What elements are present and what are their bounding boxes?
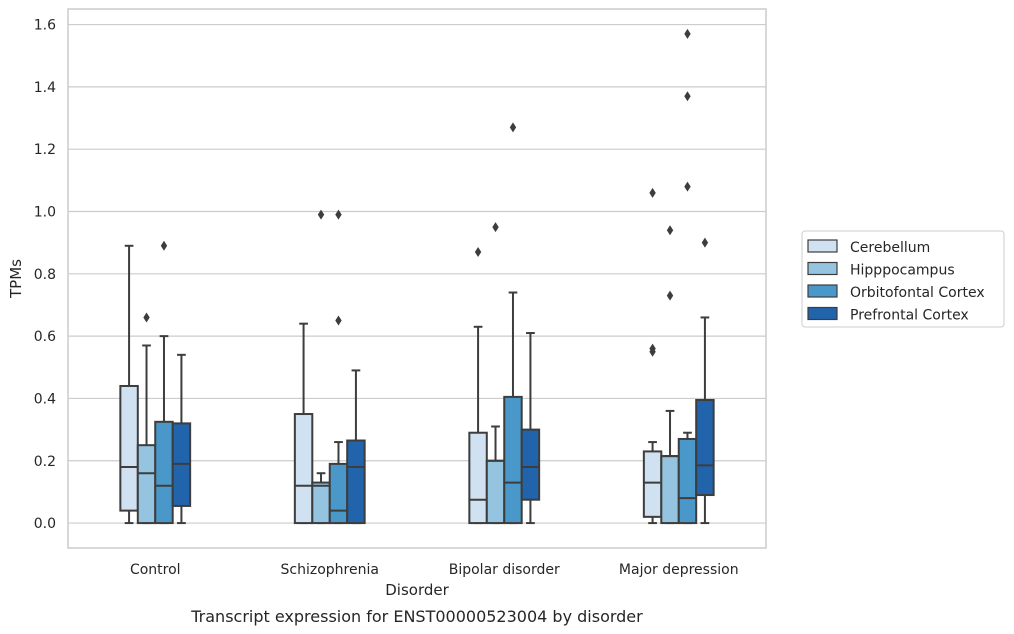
outlier-point <box>160 240 168 251</box>
legend-label: Orbitofontal Cortex <box>850 285 985 301</box>
box-orbitofontal-cortex <box>328 209 349 525</box>
box-iqr <box>346 439 366 525</box>
box-cerebellum <box>642 187 663 525</box>
x-tick-label: Control <box>130 562 181 578</box>
box-orbitofontal-cortex <box>503 122 523 525</box>
outlier-point <box>701 237 709 248</box>
legend-swatch <box>807 284 838 298</box>
box-prefrontal-cortex <box>520 332 541 525</box>
y-tick-label: 0.8 <box>34 267 56 283</box>
box-iqr <box>677 437 698 525</box>
legend-swatch <box>807 306 838 321</box>
outlier-point <box>666 290 674 301</box>
box-iqr <box>485 459 506 525</box>
y-tick-label: 0.6 <box>34 329 56 345</box>
box-iqr <box>154 420 174 525</box>
outlier-point <box>509 122 517 133</box>
box-iqr <box>660 455 680 525</box>
outlier-point <box>143 312 150 323</box>
x-tick-label: Schizophrenia <box>281 562 379 578</box>
box-prefrontal-cortex <box>171 353 192 525</box>
box-orbitofontal-cortex <box>154 240 174 525</box>
box-iqr <box>311 481 331 525</box>
outlier-point <box>684 181 691 192</box>
legend-label: Prefrontal Cortex <box>850 308 969 324</box>
y-axis-label: TPMs <box>7 259 25 299</box>
y-tick-label: 1.6 <box>34 18 56 34</box>
box-iqr <box>695 399 715 497</box>
box-groups <box>119 28 715 525</box>
y-tick-label: 0.0 <box>34 516 56 532</box>
x-axis-label: Disorder <box>385 581 449 599</box>
x-axis-ticks: Control Schizophrenia Bipolar disorder Majo… <box>130 562 739 578</box>
box-cerebellum <box>293 322 314 525</box>
outlier-point <box>684 28 691 39</box>
box-hipppocampus <box>660 225 680 525</box>
box-iqr <box>503 395 523 525</box>
legend-label: Cerebellum <box>850 240 930 256</box>
y-tick-label: 1.0 <box>34 205 56 221</box>
outlier-point <box>649 187 656 198</box>
legend-label: Hipppocampus <box>850 263 955 279</box>
y-tick-label: 1.4 <box>34 80 56 96</box>
legend-frame <box>801 230 1005 328</box>
outlier-point <box>492 222 499 233</box>
box-iqr <box>520 428 541 501</box>
box-hipppocampus <box>136 312 157 525</box>
plot-area-frame <box>67 8 767 549</box>
box-iqr <box>642 450 663 518</box>
box-orbitofontal-cortex <box>677 28 698 525</box>
box-iqr <box>328 462 349 525</box>
outlier-point <box>684 91 691 102</box>
box-cerebellum <box>468 247 488 525</box>
box-prefrontal-cortex <box>346 369 366 525</box>
chart-caption: Transcript expression for ENST0000052300… <box>190 607 643 626</box>
box-iqr <box>468 431 488 525</box>
box-prefrontal-cortex <box>695 237 715 525</box>
outlier-point <box>335 209 342 220</box>
box-iqr <box>136 444 157 525</box>
legend-swatch <box>807 261 838 276</box>
y-axis-ticks: 0.0 0.2 0.4 0.6 0.8 1.0 1.2 1.4 1.6 <box>34 18 56 532</box>
legend-swatch <box>807 239 838 253</box>
box-hipppocampus <box>485 222 506 525</box>
y-tick-label: 1.2 <box>34 142 56 158</box>
outlier-point <box>666 225 674 236</box>
box-hipppocampus <box>311 209 331 525</box>
outlier-point <box>317 209 325 220</box>
box-cerebellum <box>119 244 139 525</box>
outlier-point <box>649 343 656 354</box>
y-tick-label: 0.2 <box>34 454 56 470</box>
y-tick-label: 0.4 <box>34 391 56 407</box>
x-tick-label: Bipolar disorder <box>449 562 560 578</box>
legend: Cerebellum Hipppocampus Orbitofontal Corte… <box>801 230 1005 328</box>
outlier-point <box>335 315 342 326</box>
x-tick-label: Major depression <box>619 562 739 578</box>
outlier-point <box>474 247 482 258</box>
box-iqr <box>293 413 314 525</box>
box-iqr <box>119 384 139 512</box>
